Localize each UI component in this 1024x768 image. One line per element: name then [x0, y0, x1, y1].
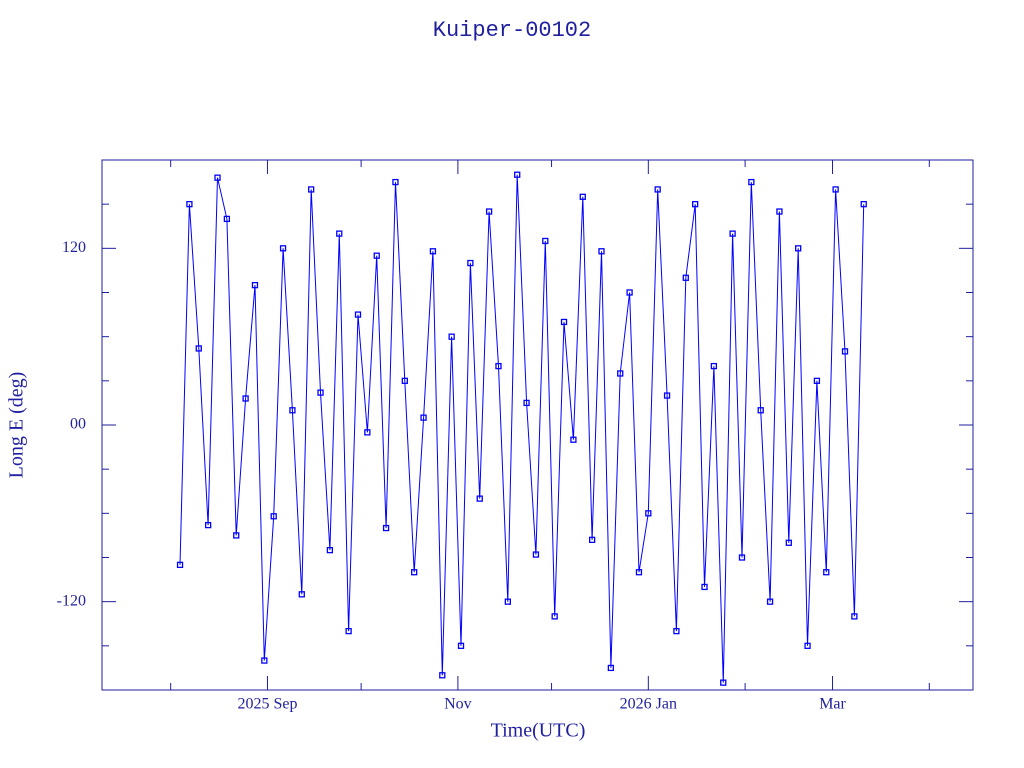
data-point	[411, 569, 418, 576]
data-point	[748, 178, 755, 186]
data-point	[551, 613, 558, 620]
data-point	[345, 627, 352, 635]
data-point	[804, 642, 811, 649]
data-point	[308, 186, 315, 193]
data-point	[523, 399, 530, 407]
data-point	[673, 627, 680, 635]
data-point	[738, 554, 746, 561]
data-point	[261, 657, 268, 664]
data-point	[701, 583, 708, 591]
data-point	[542, 237, 549, 245]
data-point	[373, 252, 380, 259]
data-point	[607, 664, 615, 672]
y-tick-label: -120	[57, 592, 86, 609]
data-point	[560, 318, 568, 326]
data-point	[233, 532, 240, 539]
data-point	[635, 569, 643, 576]
data-point	[204, 521, 212, 529]
data-point	[439, 672, 446, 679]
data-point	[251, 281, 259, 289]
y-axis-label: Long E (deg)	[6, 372, 28, 479]
data-point	[692, 201, 699, 208]
data-point	[570, 436, 577, 443]
data-point	[776, 208, 783, 215]
data-point	[795, 245, 802, 252]
data-point	[336, 230, 343, 237]
data-point	[485, 208, 493, 215]
data-point	[289, 407, 296, 414]
data-point	[617, 370, 624, 377]
x-axis-label: Time(UTC)	[491, 720, 586, 742]
data-point	[654, 186, 661, 193]
data-point	[420, 414, 427, 421]
x-tick-label: Nov	[444, 696, 472, 713]
data-point	[354, 311, 362, 318]
data-point	[588, 536, 596, 543]
data-point	[195, 345, 202, 352]
data-point	[476, 495, 483, 502]
data-point	[176, 561, 184, 569]
data-point	[364, 429, 371, 436]
data-point	[645, 510, 652, 517]
data-point	[401, 377, 408, 384]
data-point	[579, 193, 586, 200]
data-point	[504, 598, 511, 605]
data-point	[186, 201, 193, 208]
data-point	[326, 546, 334, 554]
data-point	[214, 174, 221, 181]
data-point	[279, 245, 287, 252]
data-point	[823, 569, 830, 576]
data-point	[832, 186, 839, 193]
data-point	[532, 551, 540, 558]
data-point	[860, 201, 867, 208]
data-point	[626, 289, 633, 296]
data-point	[720, 679, 727, 686]
x-tick-label: Mar	[819, 696, 846, 713]
data-point	[223, 215, 231, 223]
data-point	[270, 513, 277, 520]
data-point	[467, 259, 474, 267]
data-point	[729, 230, 736, 237]
data-point	[682, 274, 689, 281]
data-point	[851, 613, 858, 620]
data-point	[298, 591, 305, 598]
x-tick-label: 2025 Sep	[237, 696, 297, 713]
plot-frame	[101, 159, 974, 691]
data-line	[179, 174, 865, 683]
x-tick-label: 2026 Jan	[620, 696, 677, 713]
y-tick-label: 120	[62, 239, 86, 256]
data-point	[448, 333, 455, 340]
data-point	[663, 392, 671, 399]
data-point	[785, 539, 792, 546]
chart-title: Kuiper-00102	[433, 18, 591, 43]
data-point	[242, 395, 249, 402]
data-point	[382, 524, 390, 532]
data-point	[457, 642, 465, 649]
y-tick-label: 00	[70, 416, 86, 433]
data-point	[429, 248, 437, 255]
data-point	[392, 178, 399, 186]
data-point	[766, 598, 774, 605]
data-point	[841, 348, 849, 355]
data-point	[757, 407, 764, 414]
data-point	[514, 171, 521, 178]
data-point	[495, 362, 502, 370]
data-point	[317, 389, 324, 396]
data-point	[710, 362, 718, 370]
data-point	[813, 377, 821, 384]
data-point	[598, 248, 605, 255]
